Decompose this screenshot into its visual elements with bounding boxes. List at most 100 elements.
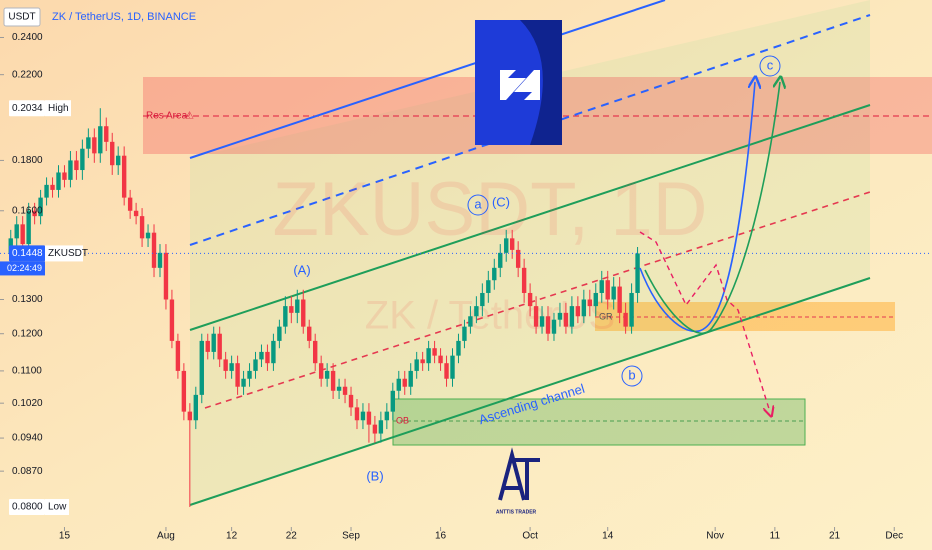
x-tick-label: 15 [59, 531, 71, 542]
watermark: ZKUSDT, 1D [273, 167, 708, 252]
countdown-box [0, 261, 45, 276]
candle-body [277, 326, 282, 341]
candle-body [312, 340, 318, 364]
candle-body [253, 359, 258, 371]
channel-fill [190, 0, 870, 505]
candle-body [133, 210, 139, 217]
candle-body [420, 359, 425, 364]
warning-icon: ⚠ [185, 111, 194, 122]
y-tick-label: 0.1800 [12, 155, 43, 166]
wave-circle [759, 55, 781, 77]
y-tick-label: 0.1100 [12, 366, 42, 377]
x-tick-label: Sep [342, 531, 360, 542]
candle-body [635, 253, 640, 293]
candle-body [199, 340, 204, 395]
zk-logo [475, 20, 562, 145]
x-tick-label: 21 [829, 531, 841, 542]
candle-body [80, 148, 85, 171]
y-tick-label: 0.1300 [12, 294, 43, 305]
wave-label: (A) [293, 262, 310, 277]
price-badge-label: 0.2034 [12, 103, 43, 114]
candle-body [504, 238, 509, 253]
candle-body [623, 312, 628, 327]
candle-body [539, 316, 545, 327]
candle-body [175, 340, 181, 371]
wave-circle [467, 194, 489, 216]
chart-title: ZK / TetherUS, 1D, BINANCE [52, 11, 196, 23]
symbol-box [45, 245, 83, 262]
candle-body [414, 359, 419, 371]
candle-body [551, 319, 557, 334]
candle-body [265, 351, 270, 364]
candle-body [569, 306, 575, 327]
candle-body [104, 126, 109, 142]
candle-body [127, 197, 133, 211]
y-tick-label: 0.2400 [12, 32, 43, 43]
candle-body [74, 160, 79, 171]
candle-body [557, 312, 563, 320]
candle-body [181, 370, 187, 412]
candle-body [32, 210, 37, 217]
x-tick-label: Aug [157, 531, 175, 542]
countdown: 02:24:49 [7, 263, 42, 273]
candle-body [50, 184, 55, 190]
forecast-blue [639, 82, 755, 333]
currency-box [3, 7, 41, 27]
candle-body [605, 280, 610, 300]
candle-body [581, 299, 587, 317]
candle-body [289, 306, 294, 313]
candle-body [259, 351, 264, 360]
wave-label: b [628, 367, 635, 382]
y-tick-label: 0.1020 [12, 398, 43, 409]
x-tick-label: 14 [602, 531, 614, 542]
candle-body [396, 378, 401, 391]
y-tick-label: 0.1200 [12, 328, 43, 339]
candle-body [480, 292, 485, 307]
marker-tag [45, 498, 69, 515]
candle-body [193, 394, 199, 421]
y-tick-label: 0.0870 [12, 466, 43, 477]
candle-body [169, 299, 175, 341]
candle-body [515, 249, 521, 268]
gr-label: GR [599, 311, 613, 321]
candle-body [611, 286, 616, 300]
res-label: Res Area [146, 111, 188, 122]
candle-body [354, 407, 360, 421]
candle-body [498, 252, 503, 268]
price-badge-label: 0.0800 [12, 502, 43, 513]
candle-body [62, 172, 67, 180]
wave-label: (B) [366, 468, 383, 483]
candle-body [533, 306, 539, 327]
candle-body [145, 232, 151, 239]
candle-body [438, 355, 443, 364]
candle-body [98, 126, 103, 154]
candle-body [115, 155, 121, 166]
x-tick-label: 22 [286, 531, 298, 542]
candle-body [384, 411, 390, 421]
candle-body [235, 363, 240, 387]
wave-label: (C) [492, 194, 510, 209]
candle-body [301, 299, 306, 327]
y-tick-label: 0.0940 [12, 433, 43, 444]
candle-body [521, 267, 527, 293]
price-badge [9, 100, 45, 117]
symbol: ZKUSDT [48, 248, 88, 259]
candle-body [527, 292, 533, 307]
candle-body [157, 252, 163, 268]
candle-body [56, 172, 61, 190]
wave-label: c [767, 57, 774, 72]
forecast-green [644, 82, 780, 335]
candle-body [599, 280, 604, 293]
candle-body [110, 141, 115, 166]
candle-body [318, 363, 324, 379]
currency: USDT [8, 12, 35, 23]
candle-body [372, 424, 378, 434]
candle-body [545, 316, 551, 334]
wave-label: a [474, 196, 482, 211]
candle-body [378, 420, 384, 434]
y-tick-label: 0.2200 [12, 69, 43, 80]
ob-zone [392, 398, 806, 446]
candle-body [462, 326, 467, 341]
